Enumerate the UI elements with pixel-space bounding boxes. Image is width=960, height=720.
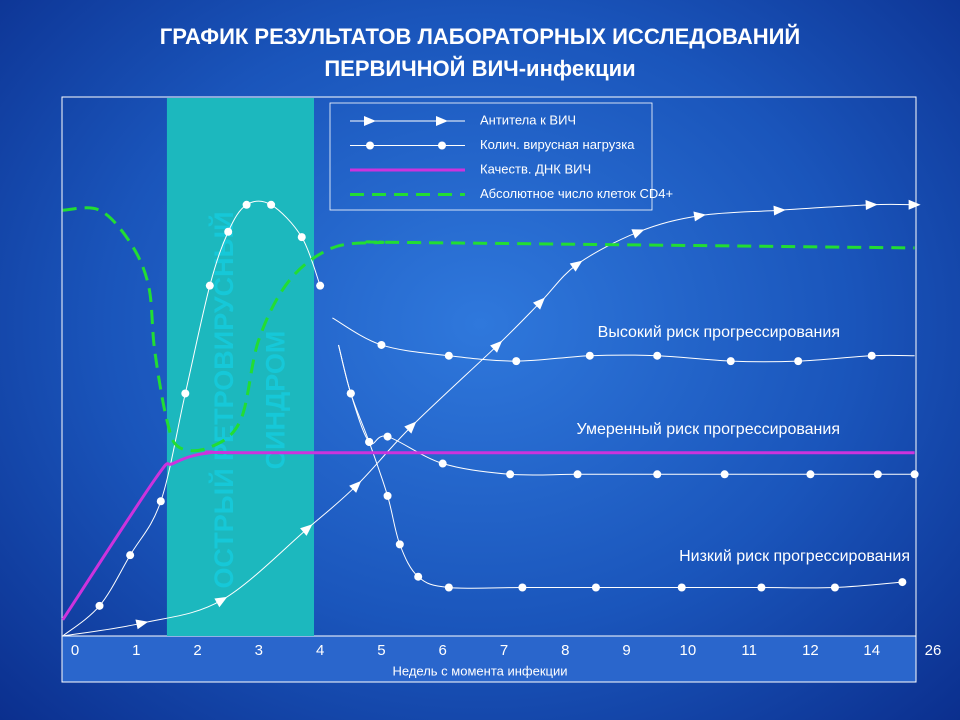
- data-point: [653, 351, 662, 360]
- legend-marker: [364, 116, 376, 126]
- data-point: [414, 572, 423, 581]
- x-tick-label: 7: [500, 642, 508, 659]
- data-point: [512, 357, 521, 366]
- data-point: [297, 233, 306, 242]
- legend-label: Качеств. ДНК ВИЧ: [480, 161, 591, 176]
- data-point: [95, 601, 104, 610]
- data-point: [726, 357, 735, 366]
- data-point: [181, 389, 190, 398]
- annotation: Высокий риск прогрессирования: [598, 324, 840, 341]
- legend-marker: [366, 141, 374, 150]
- axis-band: [61, 635, 917, 683]
- series-line: [61, 450, 915, 621]
- data-point: [365, 437, 374, 446]
- data-point: [569, 260, 583, 272]
- data-point: [573, 470, 582, 479]
- data-point: [300, 524, 313, 536]
- band-label: СИНДРОМ: [260, 331, 290, 470]
- data-point: [395, 540, 404, 549]
- data-point: [677, 583, 686, 592]
- x-tick-label: 1: [132, 642, 140, 659]
- data-point: [830, 583, 839, 592]
- x-tick-label: 5: [377, 642, 385, 659]
- data-point: [773, 205, 786, 216]
- x-tick-label: 6: [439, 642, 447, 659]
- x-tick-label: 12: [802, 642, 819, 659]
- data-point: [224, 227, 233, 236]
- data-point: [349, 480, 362, 493]
- x-tick-label: 10: [680, 642, 697, 659]
- data-point: [506, 470, 515, 479]
- data-point: [720, 470, 729, 479]
- series-line: [338, 344, 915, 476]
- x-tick-label: 3: [255, 642, 263, 659]
- syndrome-band: [166, 98, 315, 636]
- x-tick-label: 26: [925, 642, 942, 659]
- annotation: Низкий риск прогрессирования: [679, 548, 910, 565]
- data-point: [518, 583, 527, 592]
- series-line: [332, 317, 915, 363]
- data-point: [156, 497, 165, 506]
- x-tick-label: 0: [71, 642, 79, 659]
- data-point: [757, 583, 766, 592]
- data-point: [267, 200, 276, 209]
- data-point: [898, 578, 907, 587]
- data-point: [205, 281, 214, 290]
- legend-marker: [436, 116, 448, 126]
- x-tick-label: 14: [863, 642, 880, 659]
- legend-label: Колич. вирусная нагрузка: [480, 137, 635, 152]
- legend-frame: [329, 102, 653, 211]
- data-point: [490, 340, 503, 353]
- data-point: [242, 200, 251, 209]
- legend-label: Абсолютное число клеток CD4+: [480, 186, 673, 201]
- data-point: [873, 470, 882, 479]
- title-line: ПЕРВИЧНОЙ ВИЧ-инфекции: [324, 56, 635, 81]
- data-point: [693, 211, 707, 222]
- band-label: ОСТРЫЙ РЕТРОВИРУСНЫЙ: [208, 211, 239, 588]
- data-point: [383, 432, 392, 441]
- series-line: [62, 206, 915, 453]
- legend-marker: [438, 141, 446, 150]
- data-point: [532, 297, 545, 310]
- annotation: Умеренный риск прогрессирования: [577, 421, 840, 438]
- x-tick-label: 9: [622, 642, 630, 659]
- data-point: [794, 357, 803, 366]
- data-point: [591, 583, 600, 592]
- title-line: ГРАФИК РЕЗУЛЬТАТОВ ЛАБОРАТОРНЫХ ИССЛЕДОВ…: [160, 24, 801, 49]
- data-point: [910, 470, 919, 479]
- data-point: [653, 470, 662, 479]
- data-point: [404, 421, 417, 434]
- x-tick-label: 8: [561, 642, 569, 659]
- data-point: [806, 470, 815, 479]
- series-line: [62, 200, 321, 637]
- data-point: [867, 351, 876, 360]
- x-tick-label: 2: [193, 642, 201, 659]
- data-point: [316, 281, 325, 290]
- x-tick-label: 11: [741, 642, 757, 659]
- legend-label: Антитела к ВИЧ: [480, 112, 576, 127]
- data-point: [585, 351, 594, 360]
- data-point: [377, 340, 386, 349]
- data-point: [346, 389, 355, 398]
- data-point: [444, 583, 453, 592]
- data-point: [135, 619, 149, 630]
- data-point: [444, 351, 453, 360]
- data-point: [438, 459, 447, 468]
- data-point: [865, 200, 878, 211]
- x-tick-label: 4: [316, 642, 324, 659]
- data-point: [631, 229, 645, 239]
- data-point: [908, 199, 921, 210]
- data-point: [126, 551, 135, 560]
- x-axis-label: Недель с момента инфекции: [393, 663, 568, 678]
- data-point: [214, 596, 228, 608]
- data-point: [383, 491, 392, 500]
